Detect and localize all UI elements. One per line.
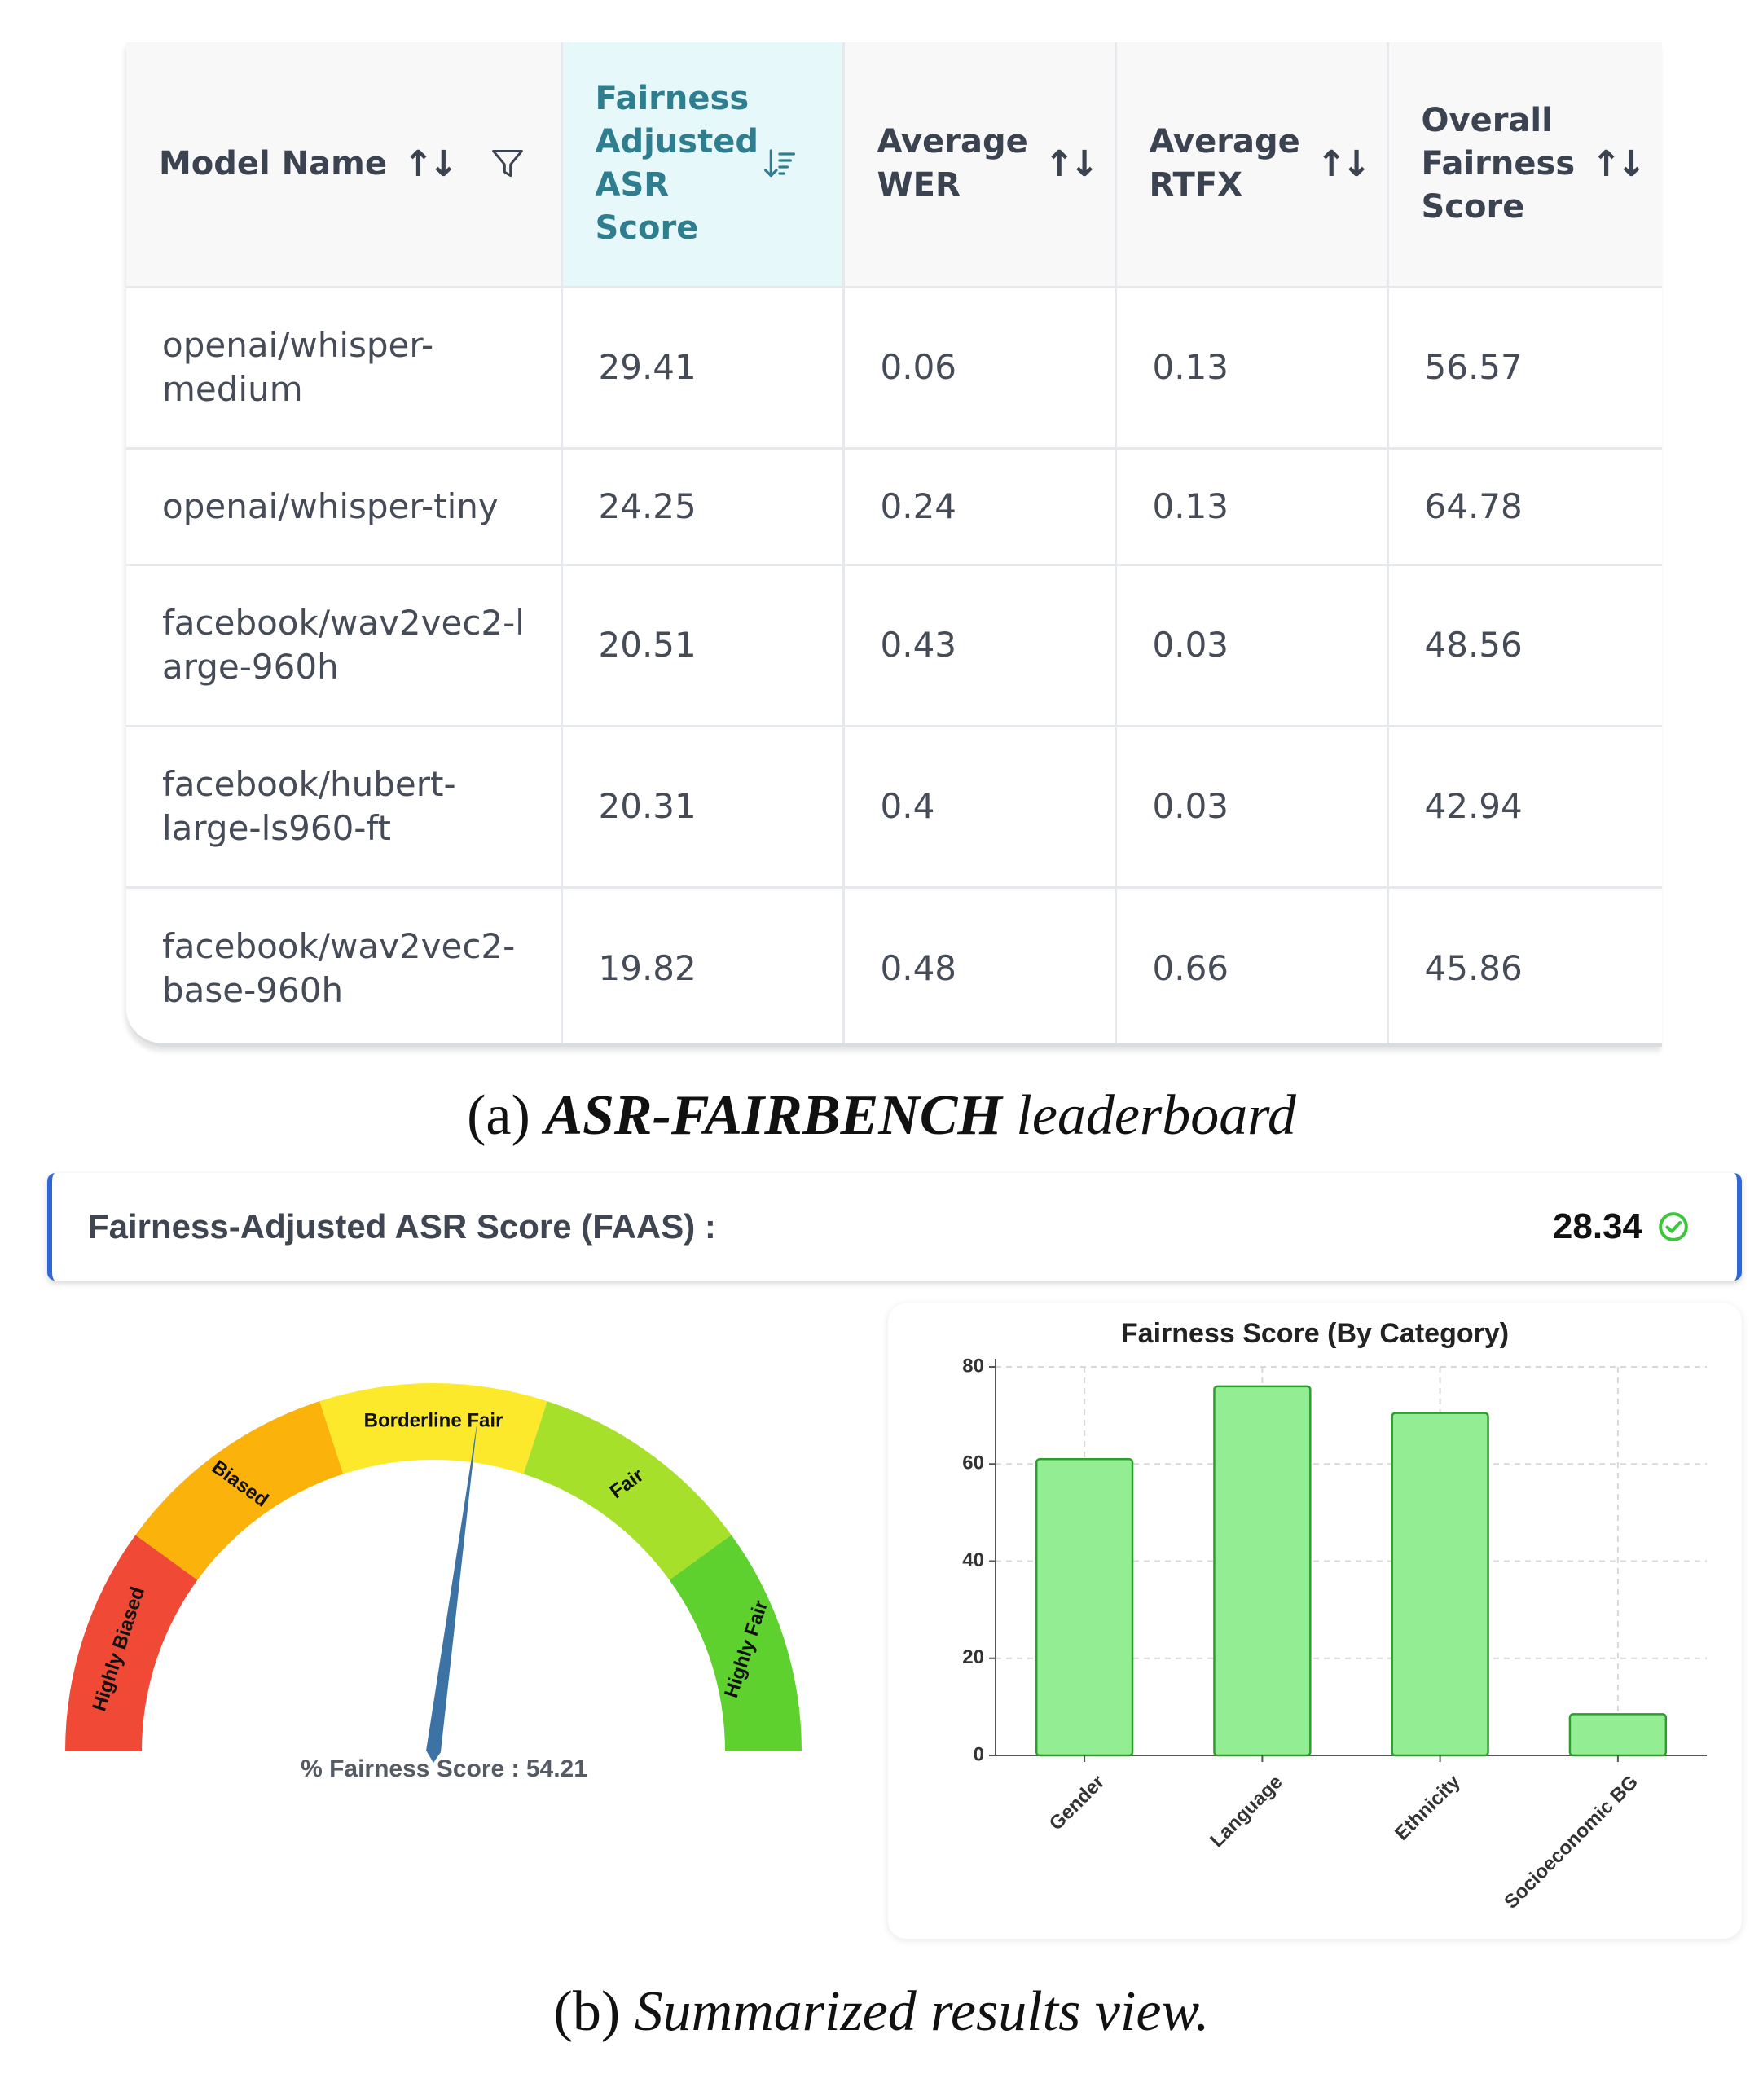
x-tick-label: Ethnicity	[1391, 1771, 1465, 1845]
cell-overall-fairness: 45.86	[1386, 885, 1662, 1043]
sort-arrows-icon[interactable]: ↑↓	[1044, 143, 1100, 185]
cell-average-rtfx: 0.03	[1114, 563, 1389, 727]
column-header-label: Average WER	[877, 123, 1028, 204]
bar[interactable]	[1391, 1412, 1489, 1757]
bar[interactable]	[1213, 1385, 1312, 1757]
column-header-label: Overall Fairness Score	[1421, 101, 1576, 226]
table-row[interactable]: facebook/wav2vec2-base-960h 19.82 0.48 0…	[126, 885, 1662, 1043]
gauge-segment	[523, 1401, 732, 1580]
y-tick-label: 0	[974, 1743, 984, 1765]
column-header-average-wer[interactable]: Average WER ↑↓	[842, 42, 1117, 288]
chart-title: Fairness Score (By Category)	[1120, 1318, 1510, 1349]
bar[interactable]	[1568, 1713, 1668, 1757]
cell-overall-fairness: 64.78	[1386, 446, 1662, 566]
column-header-faas[interactable]: Fairness Adjusted ASR Score	[560, 42, 845, 288]
y-tick-label: 80	[962, 1355, 984, 1377]
table-row[interactable]: openai/whisper-medium 29.41 0.06 0.13 56…	[126, 285, 1662, 450]
table-row[interactable]: facebook/hubert-large-ls960-ft 20.31 0.4…	[126, 724, 1662, 889]
y-tick-label: 20	[962, 1646, 984, 1668]
table-header-row: Model Name ↑↓ Fairness Adjusted ASR Scor…	[126, 42, 1662, 288]
column-header-average-rtfx[interactable]: Average RTFX ↑↓	[1114, 42, 1389, 288]
cell-faas: 29.41	[560, 285, 845, 450]
sort-descending-icon[interactable]	[763, 147, 796, 180]
y-tick-label: 40	[962, 1549, 984, 1571]
cell-average-rtfx: 0.13	[1114, 285, 1389, 450]
cell-model-name: facebook/wav2vec2-base-960h	[126, 885, 563, 1043]
gauge-score-label: % Fairness Score : 54.21	[301, 1755, 587, 1782]
gauge-segment	[669, 1535, 802, 1751]
y-tick-label: 60	[962, 1452, 984, 1474]
x-tick-label: Gender	[1045, 1771, 1110, 1835]
cell-average-wer: 0.48	[842, 885, 1117, 1043]
column-header-label: Fairness Adjusted ASR Score	[595, 80, 758, 248]
cell-average-rtfx: 0.66	[1114, 885, 1389, 1043]
sort-arrows-icon[interactable]: ↑↓	[1591, 143, 1646, 185]
cell-average-rtfx: 0.03	[1114, 724, 1389, 889]
cell-overall-fairness: 42.94	[1386, 724, 1662, 889]
x-tick-label: Language	[1206, 1771, 1286, 1852]
cell-faas: 20.31	[560, 724, 845, 889]
cell-faas: 19.82	[560, 885, 845, 1043]
filter-icon[interactable]	[490, 146, 525, 182]
gauge-needle	[426, 1418, 478, 1763]
column-header-overall-fairness[interactable]: Overall Fairness Score ↑↓	[1386, 42, 1662, 288]
gauge-segment	[135, 1401, 344, 1580]
bar[interactable]	[1035, 1458, 1134, 1757]
gauge-segment-label: Borderline Fair	[364, 1409, 503, 1431]
gauge-segment	[319, 1383, 547, 1474]
cell-overall-fairness: 48.56	[1386, 563, 1662, 727]
gauge-segment	[65, 1535, 198, 1751]
cell-average-rtfx: 0.13	[1114, 446, 1389, 566]
leaderboard-table: Model Name ↑↓ Fairness Adjusted ASR Scor…	[126, 42, 1662, 1047]
table-row[interactable]: facebook/wav2vec2-large-960h 20.51 0.43 …	[126, 563, 1662, 727]
sort-arrows-icon[interactable]: ↑↓	[1316, 143, 1372, 185]
faas-value: 28.34	[1552, 1206, 1642, 1246]
caption-a: (a) ASR-FAIRBENCH leaderboard	[467, 1084, 1296, 1147]
cell-average-wer: 0.06	[842, 285, 1117, 450]
faas-label: Fairness-Adjusted ASR Score (FAAS) :	[88, 1207, 716, 1246]
cell-model-name: facebook/wav2vec2-large-960h	[126, 563, 563, 727]
check-circle-icon	[1659, 1212, 1688, 1241]
cell-faas: 24.25	[560, 446, 845, 566]
faas-summary-bar: Fairness-Adjusted ASR Score (FAAS) : 28.…	[47, 1173, 1742, 1281]
cell-model-name: openai/whisper-tiny	[126, 446, 563, 566]
column-header-label: Model Name	[159, 144, 387, 182]
cell-faas: 20.51	[560, 563, 845, 727]
fairness-by-category-chart: Fairness Score (By Category) 0 20 40 60 80 Ge…	[888, 1303, 1742, 1939]
cell-overall-fairness: 56.57	[1386, 285, 1662, 450]
sort-arrows-icon[interactable]: ↑↓	[402, 143, 459, 185]
cell-model-name: openai/whisper-medium	[126, 285, 563, 450]
cell-average-wer: 0.43	[842, 563, 1117, 727]
column-header-label: Average RTFX	[1149, 123, 1300, 204]
bar-chart-plot: 0 20 40 60 80 Gender Language Ethnicity Socioeco…	[962, 1355, 1707, 1913]
cell-model-name: facebook/hubert-large-ls960-ft	[126, 724, 563, 889]
x-tick-label: Socioeconomic BG	[1500, 1771, 1642, 1913]
faas-value-group: 28.34	[1553, 1173, 1690, 1281]
caption-b: (b) Summarized results view.	[553, 1980, 1210, 2043]
table-row[interactable]: openai/whisper-tiny 24.25 0.24 0.13 64.7…	[126, 446, 1662, 566]
column-header-model-name[interactable]: Model Name ↑↓	[126, 42, 563, 288]
cell-average-wer: 0.24	[842, 446, 1117, 566]
cell-average-wer: 0.4	[842, 724, 1117, 889]
